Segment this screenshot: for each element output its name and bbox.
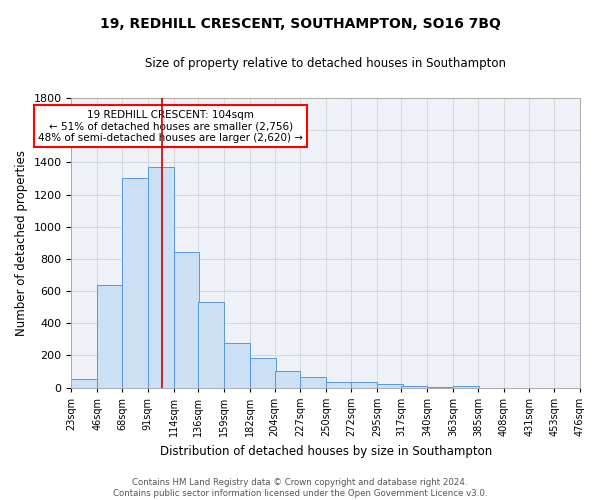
Text: 19, REDHILL CRESCENT, SOUTHAMPTON, SO16 7BQ: 19, REDHILL CRESCENT, SOUTHAMPTON, SO16 … bbox=[100, 18, 500, 32]
Bar bbox=[326, 382, 352, 388]
Bar bbox=[71, 379, 97, 388]
Bar bbox=[351, 382, 377, 388]
Bar bbox=[173, 252, 199, 388]
Bar bbox=[401, 386, 427, 388]
Bar bbox=[198, 302, 224, 388]
Text: Contains HM Land Registry data © Crown copyright and database right 2024.
Contai: Contains HM Land Registry data © Crown c… bbox=[113, 478, 487, 498]
Bar bbox=[427, 387, 453, 388]
X-axis label: Distribution of detached houses by size in Southampton: Distribution of detached houses by size … bbox=[160, 444, 492, 458]
Bar bbox=[275, 370, 301, 388]
Bar bbox=[250, 358, 276, 388]
Bar bbox=[377, 384, 403, 388]
Title: Size of property relative to detached houses in Southampton: Size of property relative to detached ho… bbox=[145, 58, 506, 70]
Text: 19 REDHILL CRESCENT: 104sqm
← 51% of detached houses are smaller (2,756)
48% of : 19 REDHILL CRESCENT: 104sqm ← 51% of det… bbox=[38, 110, 303, 143]
Bar bbox=[453, 386, 479, 388]
Bar bbox=[224, 344, 250, 388]
Y-axis label: Number of detached properties: Number of detached properties bbox=[15, 150, 28, 336]
Bar bbox=[97, 284, 123, 388]
Bar bbox=[301, 377, 326, 388]
Bar bbox=[148, 167, 173, 388]
Bar bbox=[122, 178, 148, 388]
